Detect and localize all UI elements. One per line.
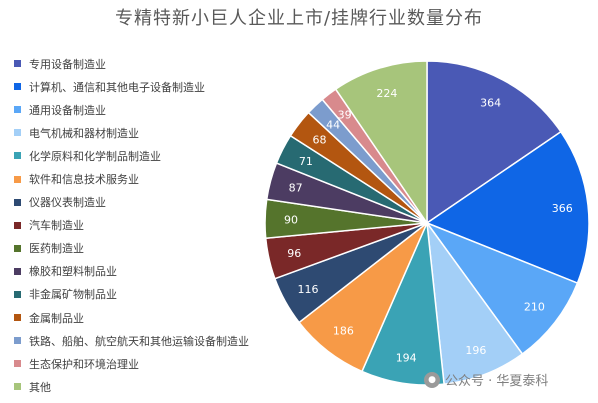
legend-item: 铁路、船舶、航空航天和其他运输设备制造业	[14, 329, 249, 352]
legend-label: 计算机、通信和其他电子设备制造业	[29, 80, 205, 94]
legend-label: 铁路、船舶、航空航天和其他运输设备制造业	[29, 334, 249, 348]
data-label: 96	[287, 247, 301, 260]
legend-label: 汽车制造业	[29, 219, 84, 233]
legend-swatch	[14, 60, 21, 68]
legend-item: 其他	[14, 375, 249, 398]
data-label: 71	[299, 155, 313, 168]
legend-swatch	[14, 83, 21, 91]
wechat-icon: ●	[424, 371, 440, 388]
legend-swatch	[14, 198, 21, 206]
legend-label: 专用设备制造业	[29, 57, 106, 71]
legend-swatch	[14, 314, 21, 322]
data-label: 87	[289, 182, 303, 195]
legend-label: 医药制造业	[29, 242, 84, 256]
pie-slice	[425, 220, 524, 385]
legend-label: 电气机械和器材制造业	[29, 126, 139, 140]
data-label: 364	[480, 97, 501, 110]
watermark-text: 公众号 · 华夏泰科	[445, 374, 549, 389]
legend-label: 金属制品业	[29, 311, 84, 325]
legend-swatch	[14, 129, 21, 137]
data-label: 44	[326, 119, 340, 132]
chart-legend: 专用设备制造业计算机、通信和其他电子设备制造业 通用设备制造业电气机械和器材制造业…	[14, 52, 249, 398]
data-label: 196	[465, 344, 486, 357]
legend-item: 医药制造业	[14, 237, 249, 260]
data-label: 90	[284, 214, 298, 227]
legend-label: 生态保护和环境治理业	[29, 357, 139, 371]
data-label: 39	[338, 109, 352, 122]
legend-label: 通用设备制造业	[29, 103, 106, 117]
watermark: ● 公众号 · 华夏泰科	[424, 370, 548, 389]
legend-swatch	[14, 221, 21, 229]
legend-swatch	[14, 106, 21, 114]
legend-item: 计算机、通信和其他电子设备制造业	[14, 75, 249, 98]
pie-slice	[334, 60, 428, 226]
legend-item: 电气机械和器材制造业	[14, 121, 249, 144]
legend-item: 专用设备制造业	[14, 52, 249, 75]
legend-item: 非金属矿物制品业	[14, 283, 249, 306]
pie-slice	[425, 130, 590, 285]
legend-item: 化学原料和化学制品制造业	[14, 144, 249, 167]
legend-label: 化学原料和化学制品制造业	[29, 149, 161, 163]
legend-label: 非金属矿物制品业	[29, 288, 117, 302]
legend-item: 生态保护和环境治理业	[14, 352, 249, 375]
legend-item: 橡胶和塑料制品业	[14, 260, 249, 283]
pie-slice	[424, 221, 579, 356]
legend-swatch	[14, 175, 21, 183]
pie-slice	[426, 60, 562, 225]
chart-title: 专精特新小巨人企业上市/挂牌行业数量分布	[114, 8, 484, 29]
legend-swatch	[14, 290, 21, 298]
legend-item: 通用设备制造业	[14, 98, 249, 121]
legend-swatch	[14, 244, 21, 252]
data-label: 194	[396, 352, 417, 365]
legend-swatch	[14, 360, 21, 368]
legend-item: 汽车制造业	[14, 214, 249, 237]
legend-item: 软件和信息技术服务业	[14, 167, 249, 190]
legend-label: 其他	[29, 380, 51, 394]
legend-swatch	[14, 152, 21, 160]
data-label: 224	[376, 87, 397, 100]
data-label: 68	[313, 134, 327, 147]
legend-item: 仪器仪表制造业	[14, 191, 249, 214]
data-label: 116	[298, 283, 319, 296]
data-label: 186	[333, 324, 354, 337]
legend-swatch	[14, 267, 21, 275]
data-label: 210	[524, 301, 545, 314]
data-label: 366	[552, 202, 573, 215]
legend-swatch	[14, 383, 21, 391]
legend-swatch	[14, 337, 21, 345]
legend-label: 仪器仪表制造业	[29, 196, 106, 210]
legend-item: 金属制品业	[14, 306, 249, 329]
legend-label: 橡胶和塑料制品业	[29, 265, 117, 279]
legend-label: 软件和信息技术服务业	[29, 173, 139, 187]
